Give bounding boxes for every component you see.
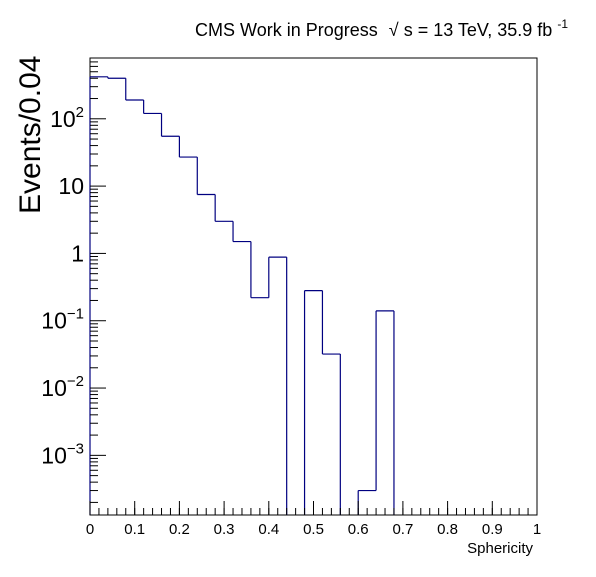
chart-title-main: CMS Work in Progress bbox=[195, 20, 378, 40]
x-axis-tick-label: 0.6 bbox=[348, 521, 369, 538]
x-axis-tick-label: 0 bbox=[86, 521, 94, 538]
x-axis-tick-label: 0.9 bbox=[482, 521, 503, 538]
y-axis-label: Events/0.04 bbox=[14, 56, 47, 214]
x-axis-tick-label: 0.7 bbox=[392, 521, 413, 538]
y-axis-tick-label: 102 bbox=[50, 104, 84, 132]
y-axis-tick-base: 10 bbox=[41, 442, 67, 468]
y-axis-tick-base: 1 bbox=[71, 240, 84, 266]
y-axis-tick-label: 10−3 bbox=[41, 440, 84, 468]
y-axis-tick-label: 10 bbox=[58, 173, 84, 199]
chart-title: CMS Work in Progress √ s = 13 TeV, 35.9 … bbox=[195, 17, 568, 40]
x-axis-tick-label: 0.5 bbox=[303, 521, 324, 538]
axes: 0 0.1 0.2 0.3 0.4 0.5 0.6 0.7 0.8 0.9 110−310−210−… bbox=[41, 57, 541, 538]
y-axis-tick-label: 10−2 bbox=[41, 373, 84, 401]
histogram-series bbox=[89, 76, 395, 515]
y-axis-tick-base: 10 bbox=[41, 308, 67, 334]
y-axis-tick-exponent: 2 bbox=[76, 104, 84, 121]
plot-frame bbox=[89, 57, 538, 516]
plot-area bbox=[89, 57, 538, 516]
x-axis-tick-label: 0.1 bbox=[124, 521, 145, 538]
chart-title-lumi-exponent: -1 bbox=[557, 17, 568, 31]
y-axis-tick-label: 1 bbox=[71, 240, 84, 266]
y-axis-tick-exponent: −2 bbox=[67, 373, 84, 390]
x-axis-tick-label: 0.2 bbox=[169, 521, 190, 538]
y-axis-tick-exponent: −1 bbox=[67, 306, 84, 323]
chart-title-sqrt: √ bbox=[389, 20, 399, 40]
x-axis-tick-label: 0.3 bbox=[214, 521, 235, 538]
chart-title-energy: s = 13 TeV, 35.9 fb bbox=[404, 20, 553, 40]
x-axis-tick-label: 0.4 bbox=[258, 521, 279, 538]
y-axis-tick-base: 10 bbox=[50, 106, 76, 132]
y-axis-tick-base: 10 bbox=[58, 173, 84, 199]
y-axis-tick-label: 10−1 bbox=[41, 306, 84, 334]
y-axis-tick-exponent: −3 bbox=[67, 440, 84, 457]
x-axis-tick-label: 0.8 bbox=[437, 521, 458, 538]
y-axis-tick-base: 10 bbox=[41, 375, 67, 401]
x-axis-tick-label: 1 bbox=[533, 521, 541, 538]
x-axis-label: Sphericity bbox=[467, 540, 533, 557]
